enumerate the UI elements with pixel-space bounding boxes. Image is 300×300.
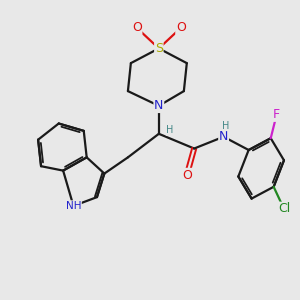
Text: Cl: Cl [278, 202, 290, 215]
Text: H: H [222, 121, 230, 130]
Text: N: N [154, 99, 164, 112]
Text: O: O [176, 21, 186, 34]
Text: O: O [132, 21, 142, 34]
Text: N: N [219, 130, 228, 143]
Text: H: H [166, 125, 174, 135]
Text: S: S [155, 42, 163, 55]
Text: F: F [273, 108, 280, 121]
Text: O: O [182, 169, 192, 182]
Text: NH: NH [66, 201, 81, 211]
